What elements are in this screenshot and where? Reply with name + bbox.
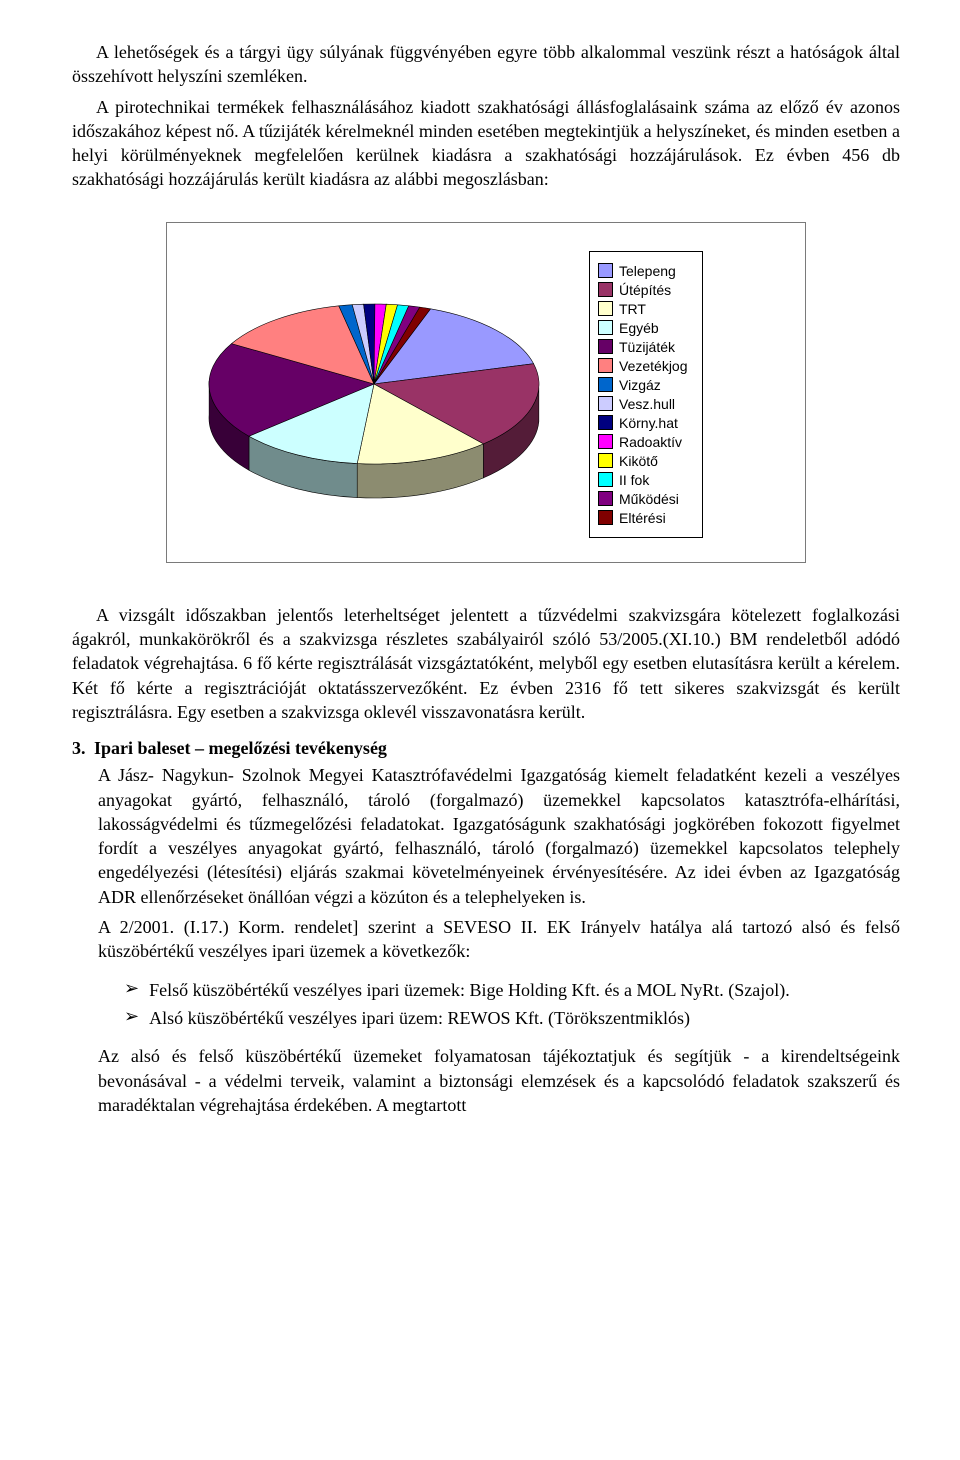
legend-item: Tüzijáték [598,339,688,355]
paragraph-1: A lehetőségek és a tárgyi ügy súlyának f… [72,40,900,89]
pie-chart-container: Telepeng Útépítés TRT Egyéb Tüzijáték Vezeték… [166,222,806,563]
legend-item: Radoaktív [598,434,688,450]
bullet-text: Felső küszöbértékű veszélyes ipari üzeme… [149,978,790,1002]
legend-item: Egyéb [598,320,688,336]
legend-label: Vesz.hull [619,396,675,412]
legend-swatch [598,320,613,335]
legend-swatch [598,510,613,525]
paragraph-2: A pirotechnikai termékek felhasználásáho… [72,95,900,192]
legend-swatch [598,491,613,506]
legend-item: Vezetékjog [598,358,688,374]
legend-swatch [598,263,613,278]
legend-item: Eltérési [598,510,688,526]
arrow-icon: ➢ [124,1006,139,1028]
pie-chart-legend: Telepeng Útépítés TRT Egyéb Tüzijáték Vezeték… [589,251,703,538]
legend-swatch [598,453,613,468]
legend-item: Vizgáz [598,377,688,393]
bullet-item: ➢ Alsó küszöbértékű veszélyes ipari üzem:… [124,1006,900,1030]
legend-label: Kikötő [619,453,658,469]
section-3-para-2: A 2/2001. (I.17.) Korm. rendelet] szerin… [98,915,900,964]
legend-item: Működési [598,491,688,507]
section-3-para-1: A Jász- Nagykun- Szolnok Megyei Katasztr… [98,763,900,909]
legend-label: Egyéb [619,320,659,336]
bullet-list: ➢ Felső küszöbértékű veszélyes ipari üzem… [124,978,900,1031]
legend-label: Eltérési [619,510,666,526]
legend-item: II fok [598,472,688,488]
legend-label: Vizgáz [619,377,661,393]
legend-swatch [598,377,613,392]
section-title: Ipari baleset – megelőzési tevékenység [94,738,387,758]
legend-item: TRT [598,301,688,317]
legend-swatch [598,396,613,411]
legend-item: Kikötő [598,453,688,469]
legend-swatch [598,301,613,316]
legend-swatch [598,434,613,449]
legend-label: Körny.hat [619,415,678,431]
legend-item: Útépítés [598,282,688,298]
legend-label: Telepeng [619,263,676,279]
section-number: 3. [72,738,94,759]
bullet-item: ➢ Felső küszöbértékű veszélyes ipari üzem… [124,978,900,1002]
legend-label: Vezetékjog [619,358,688,374]
arrow-icon: ➢ [124,978,139,1000]
legend-swatch [598,415,613,430]
legend-label: Működési [619,491,679,507]
section-3-heading: 3.Ipari baleset – megelőzési tevékenység [72,738,900,759]
legend-swatch [598,339,613,354]
legend-label: Tüzijáték [619,339,675,355]
section-3-body-cont: Az alsó és felső küszöbértékű üzemeket f… [98,1044,900,1117]
legend-item: Telepeng [598,263,688,279]
legend-label: II fok [619,472,649,488]
legend-label: TRT [619,301,646,317]
legend-label: Radoaktív [619,434,682,450]
legend-swatch [598,472,613,487]
document-page: A lehetőségek és a tárgyi ügy súlyának f… [0,0,960,1163]
legend-item: Vesz.hull [598,396,688,412]
legend-swatch [598,358,613,373]
legend-swatch [598,282,613,297]
legend-item: Körny.hat [598,415,688,431]
legend-label: Útépítés [619,282,671,298]
section-3-para-3: Az alsó és felső küszöbértékű üzemeket f… [98,1044,900,1117]
section-3-body: A Jász- Nagykun- Szolnok Megyei Katasztr… [98,763,900,963]
pie-chart [189,264,559,524]
paragraph-3: A vizsgált időszakban jelentős leterhelt… [72,603,900,724]
bullet-text: Alsó küszöbértékű veszélyes ipari üzem: … [149,1006,690,1030]
